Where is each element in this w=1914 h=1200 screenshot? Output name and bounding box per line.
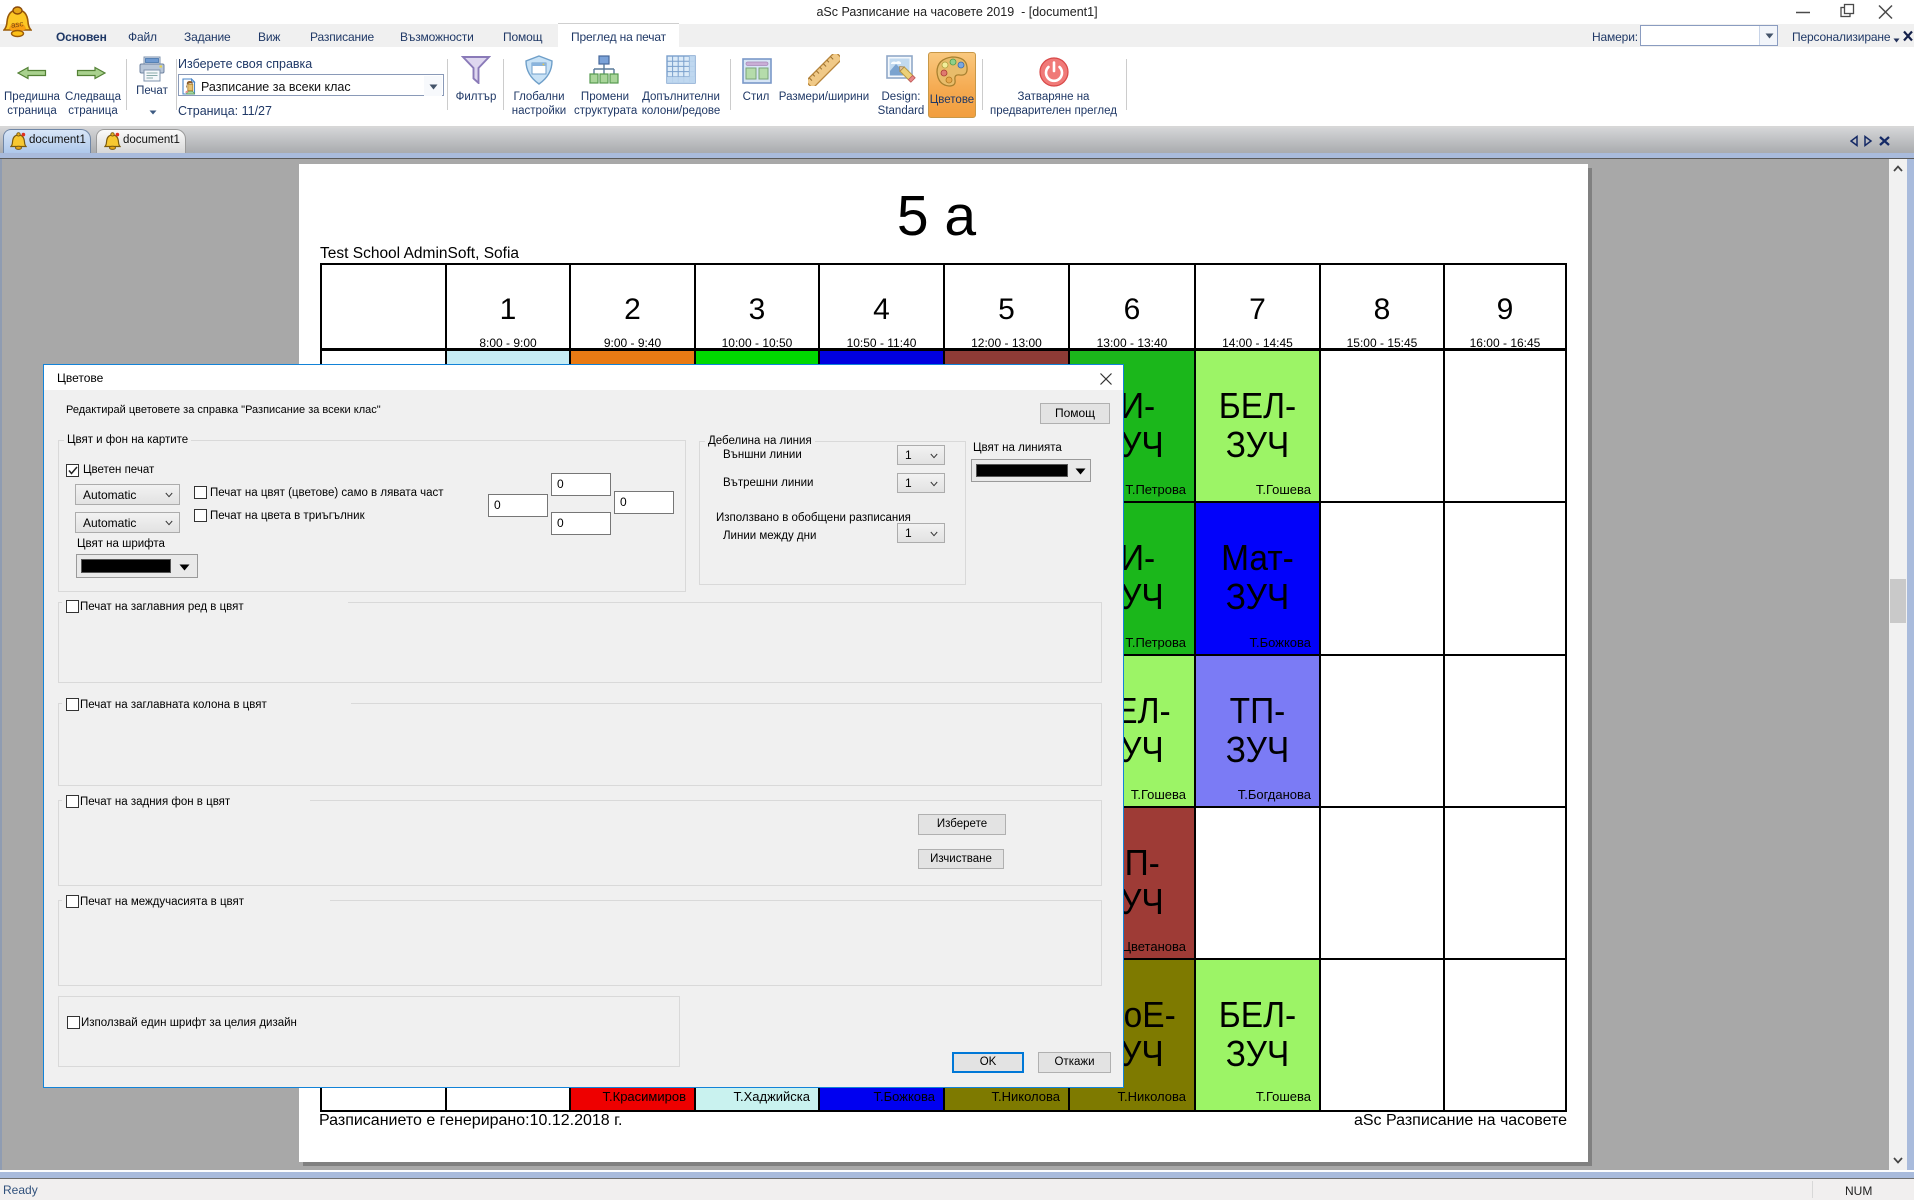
svg-text:asc: asc	[10, 19, 24, 30]
